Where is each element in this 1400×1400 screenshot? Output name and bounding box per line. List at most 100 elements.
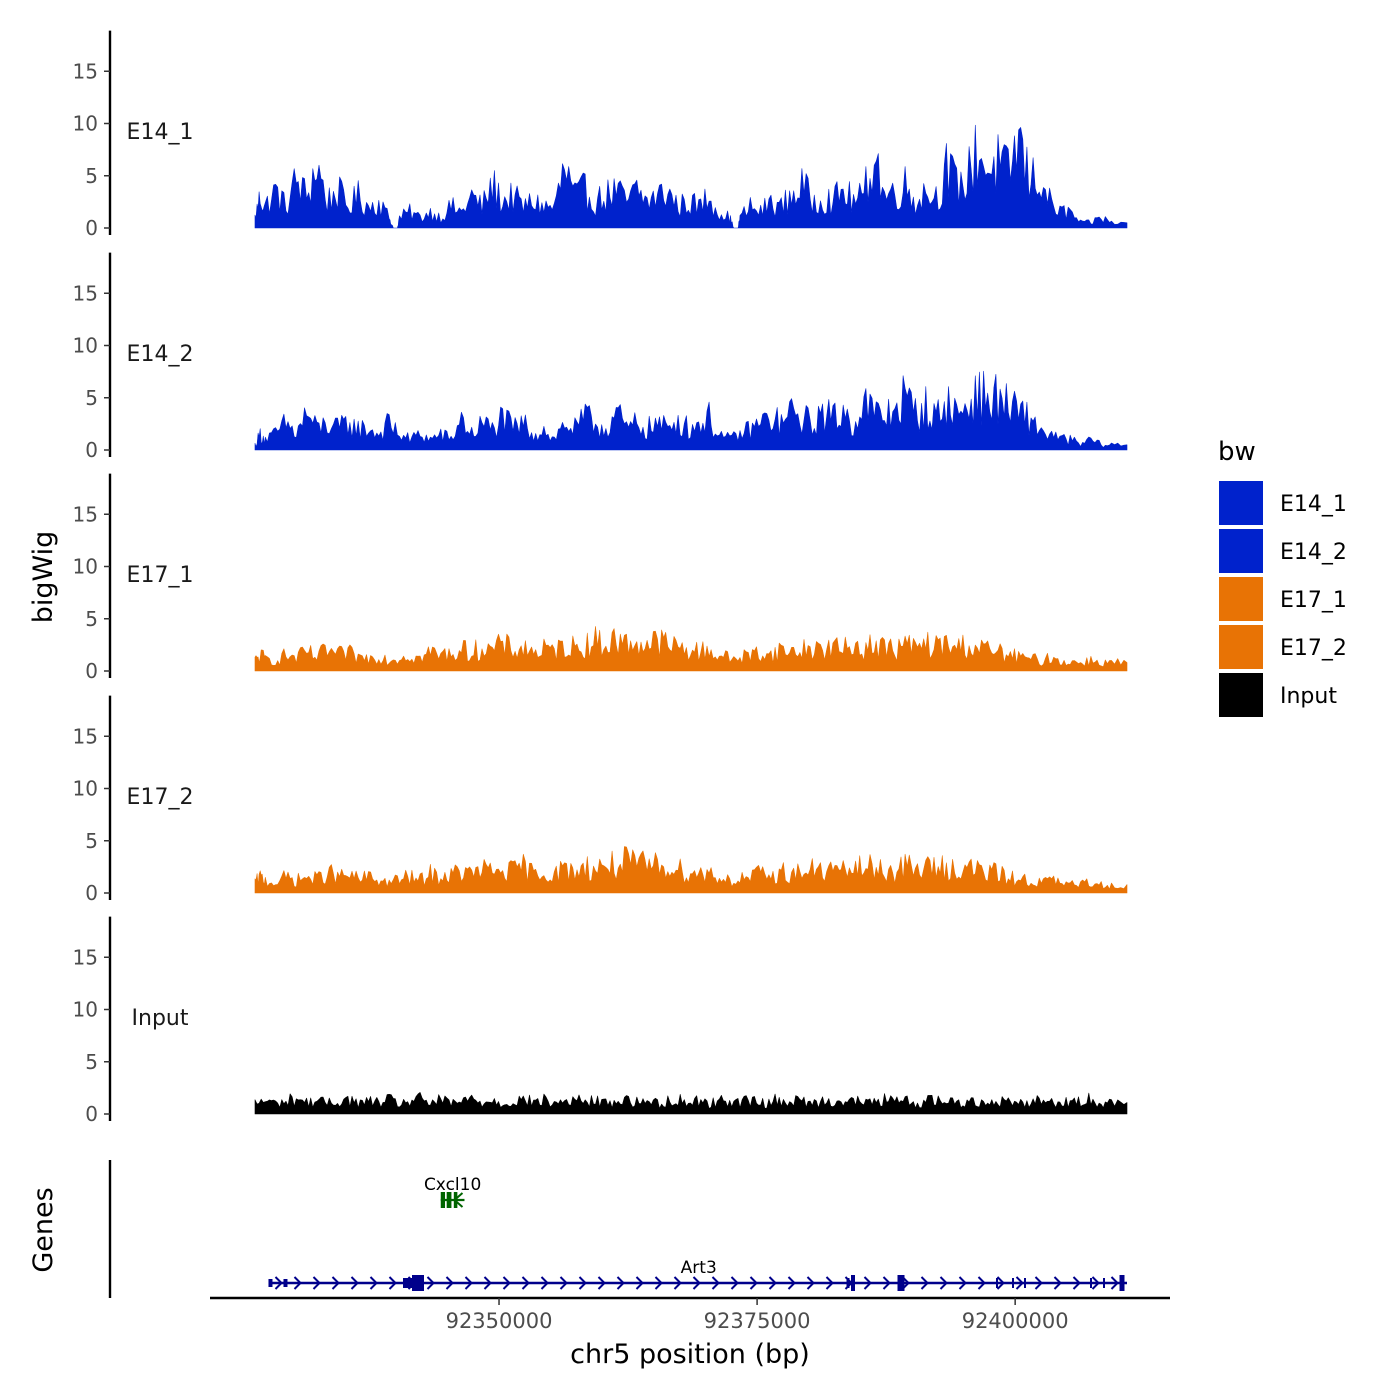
x-tick-label: 92400000 <box>962 1309 1069 1333</box>
y-tick-label: 15 <box>73 724 98 748</box>
y-tick-label: 15 <box>73 281 98 305</box>
y-tick-label: 10 <box>73 112 98 136</box>
track-label: Input <box>132 1006 189 1031</box>
gene-strand-arrow <box>768 1276 777 1290</box>
y-tick-label: 10 <box>73 555 98 579</box>
gene-strand-arrow <box>312 1276 321 1290</box>
gene-exon <box>996 1278 998 1288</box>
gene-exon <box>1119 1275 1125 1291</box>
signal-tracks: 0 5 10 15 E14_1 0 5 10 15 E14_2 0 5 10 15 E17_1 0 5 10 15 E… <box>73 30 1128 1126</box>
legend-swatch-E14_2 <box>1217 527 1265 575</box>
gene-strand-arrow <box>597 1276 606 1290</box>
y-tick-label: 15 <box>73 945 98 969</box>
signal-area-E14_2 <box>254 370 1128 451</box>
legend-swatch-E17_1 <box>1217 575 1265 623</box>
track-E14_1: 0 5 10 15 E14_1 <box>73 30 1128 240</box>
gene-strand-arrow <box>654 1276 663 1290</box>
track-E14_2: 0 5 10 15 E14_2 <box>73 252 1128 462</box>
signal-area-Input <box>254 1092 1128 1115</box>
track-label: E17_2 <box>127 785 194 810</box>
gene-strand-arrow <box>635 1276 644 1290</box>
gene-exon <box>1103 1278 1105 1288</box>
y-tick-label: 5 <box>85 829 98 853</box>
legend-label: E17_1 <box>1280 588 1347 613</box>
gene-strand-arrow <box>1053 1276 1062 1290</box>
legend-swatch-E14_1 <box>1217 479 1265 527</box>
gene-exon <box>268 1279 273 1287</box>
signal-area-E14_1 <box>254 124 1128 229</box>
y-tick-label: 5 <box>85 164 98 188</box>
track-label: E17_1 <box>127 563 194 588</box>
gene-exon <box>446 1192 452 1208</box>
y-tick-label: 5 <box>85 607 98 631</box>
gene-strand-arrow <box>540 1276 549 1290</box>
legend-label: Input <box>1280 684 1337 709</box>
y-tick-label: 10 <box>73 334 98 358</box>
gene-exon <box>846 1278 850 1288</box>
track-E17_2: 0 5 10 15 E17_2 <box>73 695 1128 905</box>
x-axis-title: chr5 position (bp) <box>570 1339 810 1370</box>
track-Input: 0 5 10 15 Input <box>73 916 1128 1126</box>
y-tick-label: 10 <box>73 998 98 1022</box>
gene-strand-arrow <box>331 1276 340 1290</box>
gene-strand-arrow <box>1015 1276 1024 1290</box>
gene-strand-arrow <box>1034 1276 1043 1290</box>
gene-strand-arrow <box>559 1276 568 1290</box>
gene-strand-arrow <box>388 1276 397 1290</box>
gene-strand-arrow <box>711 1276 720 1290</box>
gene-strand-arrow <box>1110 1276 1119 1290</box>
y-tick-label: 0 <box>85 659 98 683</box>
gene-exon <box>412 1275 424 1291</box>
gene-strand-arrow <box>578 1276 587 1290</box>
gene-exon <box>440 1192 446 1208</box>
gene-strand-arrow <box>369 1276 378 1290</box>
gene-strand-arrow <box>445 1276 454 1290</box>
gene-strand-arrow <box>452 1192 464 1208</box>
gene-strand-arrow <box>958 1276 967 1290</box>
genes-axis-title: Genes <box>28 1187 59 1272</box>
x-tick-label: 92350000 <box>446 1309 553 1333</box>
y-tick-label: 0 <box>85 438 98 462</box>
gene-strand-arrow <box>502 1276 511 1290</box>
y-tick-label: 15 <box>73 59 98 83</box>
gene-strand-arrow <box>787 1276 796 1290</box>
y-tick-label: 5 <box>85 386 98 410</box>
gene-strand-arrow <box>426 1276 435 1290</box>
gene-strand-arrow <box>1072 1276 1081 1290</box>
gene-strand-arrow <box>863 1276 872 1290</box>
legend-swatch-E17_2 <box>1217 623 1265 671</box>
signal-area-E17_1 <box>254 626 1128 672</box>
gene-strand-arrow <box>464 1276 473 1290</box>
gene-strand-arrow <box>483 1276 492 1290</box>
gene-strand-arrow <box>692 1276 701 1290</box>
gene-strand-arrow <box>996 1276 1005 1290</box>
gene-strand-arrow <box>920 1276 929 1290</box>
legend: E14_1 E14_2 E17_1 E17_2 Input <box>1217 479 1347 719</box>
legend-title: bw <box>1218 437 1256 467</box>
gene-strand-arrow <box>293 1276 302 1290</box>
gene-Art3: Art3 <box>268 1258 1127 1291</box>
gene-strand-arrow <box>977 1276 986 1290</box>
gene-strand-arrow <box>616 1276 625 1290</box>
legend-label: E17_2 <box>1280 636 1347 661</box>
x-tick-label: 92375000 <box>704 1309 811 1333</box>
gene-strand-arrow <box>730 1276 739 1290</box>
gene-exon <box>897 1275 905 1291</box>
gene-strand-arrow <box>521 1276 530 1290</box>
gene-strand-arrow <box>825 1276 834 1290</box>
x-axis: 92350000 92375000 92400000 <box>210 1296 1170 1333</box>
y-tick-label: 5 <box>85 1050 98 1074</box>
gene-label: Art3 <box>681 1258 717 1278</box>
track-E17_1: 0 5 10 15 E17_1 <box>73 473 1128 683</box>
gene-label: Cxcl10 <box>424 1175 481 1195</box>
gene-strand-arrow <box>882 1276 891 1290</box>
y-tick-label: 0 <box>85 1102 98 1126</box>
y-tick-label: 15 <box>73 502 98 526</box>
legend-swatch-Input <box>1217 671 1265 719</box>
gene-strand-arrow <box>673 1276 682 1290</box>
gene-exon <box>851 1275 855 1291</box>
gene-strand-arrow <box>806 1276 815 1290</box>
y-tick-label: 10 <box>73 777 98 801</box>
gene-strand-arrow <box>1091 1276 1100 1290</box>
gene-track: Cxcl10 Art3 <box>108 1160 1127 1298</box>
